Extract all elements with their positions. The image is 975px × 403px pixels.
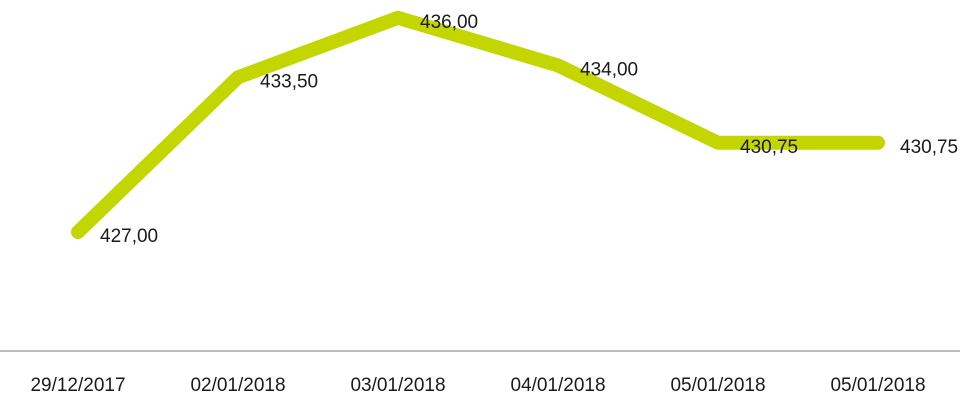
x-tick-label: 02/01/2018 <box>190 375 285 396</box>
data-label: 430,75 <box>900 137 958 158</box>
data-label: 436,00 <box>420 12 478 33</box>
x-tick-label: 05/01/2018 <box>830 375 925 396</box>
line <box>71 10 885 239</box>
x-tick-label: 04/01/2018 <box>510 375 605 396</box>
x-tick-label: 05/01/2018 <box>670 375 765 396</box>
data-label: 433,50 <box>260 71 318 92</box>
data-label: 427,00 <box>100 226 158 247</box>
x-tick-label: 03/01/2018 <box>350 375 445 396</box>
data-label: 430,75 <box>740 137 798 158</box>
x-tick-label: 29/12/2017 <box>30 375 125 396</box>
data-label: 434,00 <box>580 59 638 80</box>
